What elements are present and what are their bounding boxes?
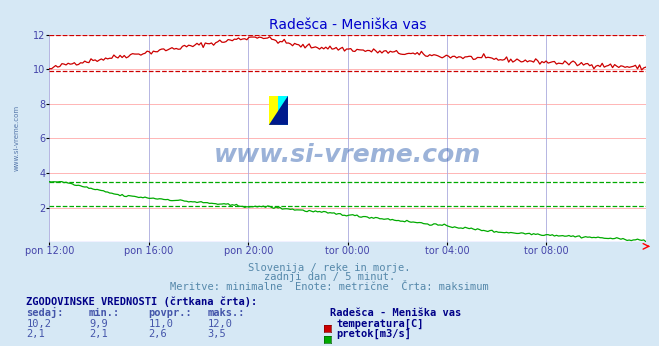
Text: min.:: min.: <box>89 308 120 318</box>
Text: Radešca - Meniška vas: Radešca - Meniška vas <box>330 308 461 318</box>
Text: povpr.:: povpr.: <box>148 308 192 318</box>
Text: www.si-vreme.com: www.si-vreme.com <box>14 105 20 172</box>
Bar <box>279 96 288 125</box>
Text: maks.:: maks.: <box>208 308 245 318</box>
Text: 2,1: 2,1 <box>26 329 45 339</box>
Text: Meritve: minimalne  Enote: metrične  Črta: maksimum: Meritve: minimalne Enote: metrične Črta:… <box>170 282 489 292</box>
Text: 2,6: 2,6 <box>148 329 167 339</box>
Text: temperatura[C]: temperatura[C] <box>336 319 424 329</box>
Text: 10,2: 10,2 <box>26 319 51 329</box>
Text: pretok[m3/s]: pretok[m3/s] <box>336 329 411 339</box>
Text: ZGODOVINSKE VREDNOSTI (črtkana črta):: ZGODOVINSKE VREDNOSTI (črtkana črta): <box>26 297 258 307</box>
Text: Slovenija / reke in morje.: Slovenija / reke in morje. <box>248 263 411 273</box>
Bar <box>269 96 279 125</box>
Polygon shape <box>269 96 288 125</box>
Text: www.si-vreme.com: www.si-vreme.com <box>214 143 481 167</box>
Text: 3,5: 3,5 <box>208 329 226 339</box>
Text: 2,1: 2,1 <box>89 329 107 339</box>
Title: Radešca - Meniška vas: Radešca - Meniška vas <box>269 18 426 32</box>
Text: 12,0: 12,0 <box>208 319 233 329</box>
Text: zadnji dan / 5 minut.: zadnji dan / 5 minut. <box>264 272 395 282</box>
Text: 11,0: 11,0 <box>148 319 173 329</box>
Text: 9,9: 9,9 <box>89 319 107 329</box>
Text: sedaj:: sedaj: <box>26 307 64 318</box>
